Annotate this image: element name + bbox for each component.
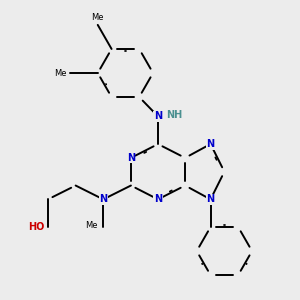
Text: N: N [127, 153, 135, 163]
Text: Me: Me [85, 221, 97, 230]
Text: N: N [154, 111, 162, 122]
Text: Me: Me [92, 13, 104, 22]
Text: N: N [206, 139, 214, 149]
Text: N: N [99, 194, 107, 204]
Text: N: N [154, 194, 162, 204]
Text: HO: HO [28, 222, 45, 232]
Text: NH: NH [166, 110, 182, 120]
Text: N: N [206, 194, 214, 204]
Text: Me: Me [54, 68, 66, 77]
